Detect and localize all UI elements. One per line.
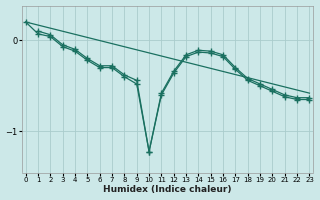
X-axis label: Humidex (Indice chaleur): Humidex (Indice chaleur) <box>103 185 232 194</box>
